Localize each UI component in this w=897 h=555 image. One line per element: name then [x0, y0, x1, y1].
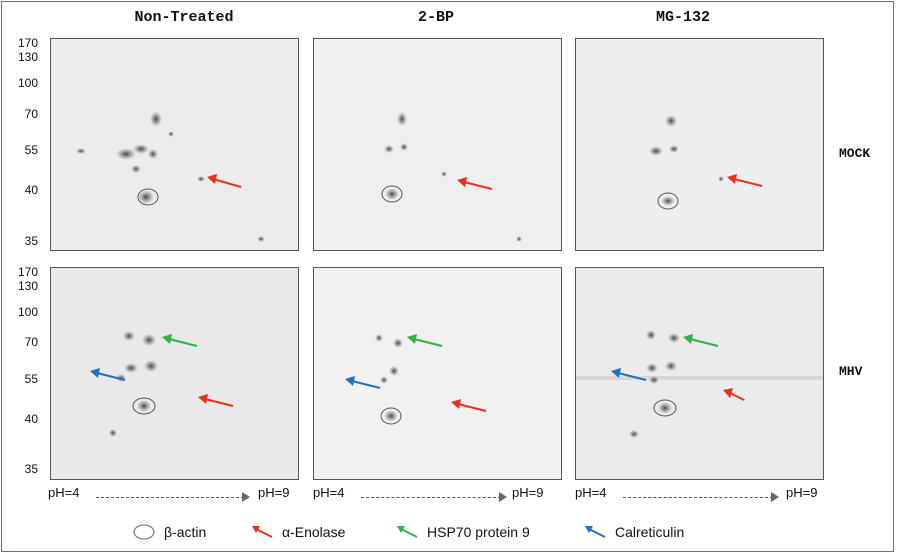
- legend-label: α-Enolase: [282, 524, 346, 540]
- mw-marker: 40: [24, 183, 38, 197]
- gel-spots: [51, 39, 298, 250]
- gel-mock-non-treated: [50, 38, 299, 251]
- ph-axis-arrow: [361, 491, 511, 505]
- gel-spots: [314, 268, 561, 479]
- ph-end-label: pH=9: [786, 485, 818, 500]
- gel-spots: [314, 39, 561, 250]
- circle-icon: [133, 524, 155, 540]
- column-title-2bp: 2-BP: [417, 9, 454, 26]
- mw-marker: 35: [24, 234, 38, 248]
- legend-label: β-actin: [164, 524, 207, 540]
- column-title-mg132: MG-132: [655, 9, 710, 26]
- ph-end-label: pH=9: [512, 485, 544, 500]
- gel-mhv-2bp: [313, 267, 562, 480]
- gel-mock-mg132: [575, 38, 824, 251]
- legend: β-actin α-Enolase HSP70 protein 9 Calret…: [0, 519, 897, 545]
- gel-mhv-mg132: [575, 267, 824, 480]
- gel-mock-2bp: [313, 38, 562, 251]
- mw-marker: 70: [24, 107, 38, 121]
- ph-start-label: pH=4: [313, 485, 345, 500]
- mw-marker: 40: [24, 412, 38, 426]
- mw-marker: 170: [17, 36, 38, 50]
- ph-start-label: pH=4: [48, 485, 80, 500]
- mw-marker: 55: [24, 372, 38, 386]
- blue-arrow-icon: [585, 526, 606, 538]
- legend-item-hsp70: HSP70 protein 9: [395, 523, 530, 541]
- mw-marker: 130: [17, 50, 38, 64]
- ph-axis-arrow: [96, 491, 254, 505]
- column-title-non-treated: Non-Treated: [134, 9, 234, 26]
- gel-mhv-non-treated: [50, 267, 299, 480]
- mw-marker: 100: [17, 305, 38, 319]
- ph-end-label: pH=9: [258, 485, 290, 500]
- legend-item-alpha-enolase: α-Enolase: [250, 523, 345, 541]
- mw-marker: 55: [24, 143, 38, 157]
- mw-marker: 170: [17, 265, 38, 279]
- gel-spots: [576, 268, 823, 479]
- red-arrow-icon: [252, 526, 273, 538]
- legend-label: Calreticulin: [615, 524, 685, 540]
- gel-spots: [576, 39, 823, 250]
- mw-marker: 100: [17, 76, 38, 90]
- legend-item-beta-actin: β-actin: [132, 523, 206, 541]
- gel-spots: [51, 268, 298, 479]
- mw-marker: 35: [24, 462, 38, 476]
- ph-start-label: pH=4: [575, 485, 607, 500]
- mw-marker: 130: [17, 279, 38, 293]
- green-arrow-icon: [397, 526, 418, 538]
- mw-marker: 70: [24, 335, 38, 349]
- ph-axis-arrow: [623, 491, 783, 505]
- legend-item-calreticulin: Calreticulin: [583, 523, 684, 541]
- row-label-mhv: MHV: [839, 364, 863, 379]
- legend-label: HSP70 protein 9: [427, 524, 530, 540]
- row-label-mock: MOCK: [839, 146, 871, 161]
